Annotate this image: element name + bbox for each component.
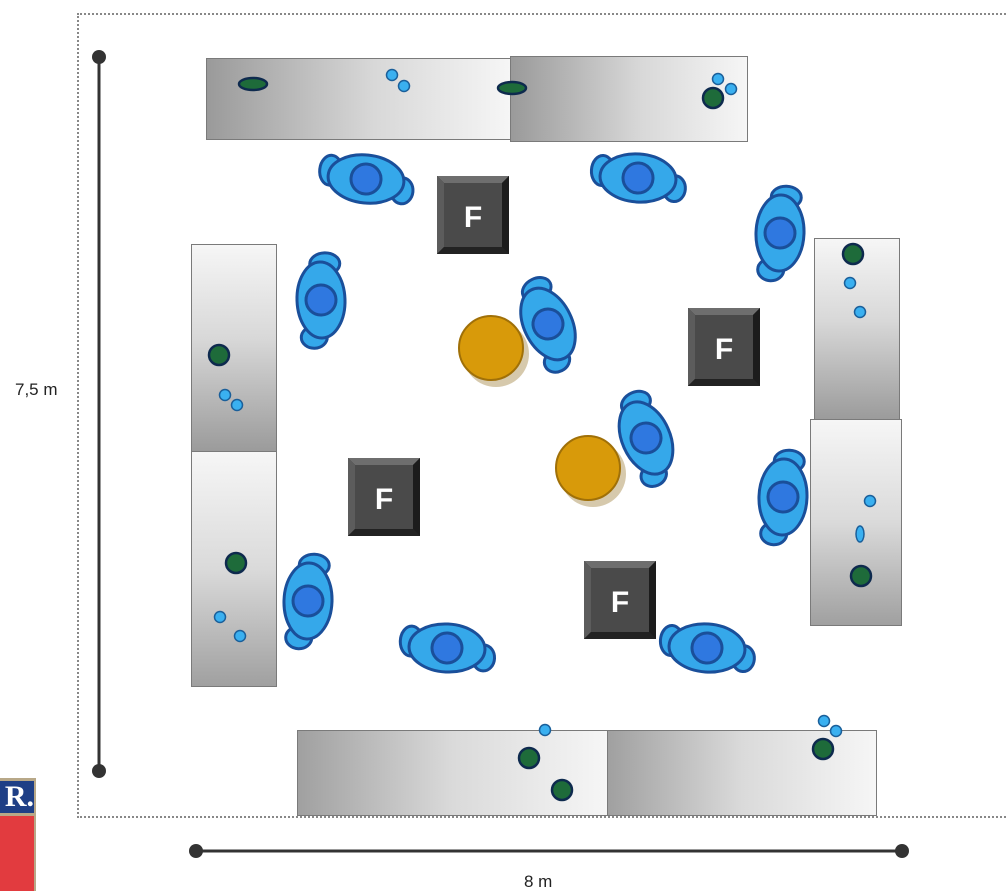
light-dot (863, 494, 877, 508)
badge-text: R. (0, 781, 34, 813)
ferrite-label: F (611, 586, 629, 619)
bench-bottom-left (297, 730, 609, 816)
light-dots (213, 68, 877, 738)
dark-dot (841, 242, 865, 266)
badge-red-panel (0, 816, 34, 891)
seat-pair (315, 148, 418, 210)
height-dimension-line (92, 50, 106, 778)
light-dot (230, 398, 244, 412)
width-label: 8 m (524, 872, 553, 891)
light-dot (397, 79, 411, 93)
seat-pair (587, 149, 690, 207)
dark-dot (224, 551, 248, 575)
light-dot (218, 388, 232, 402)
corner-badge: R. (0, 778, 36, 891)
seat-pair (656, 619, 759, 677)
dark-dot (811, 737, 835, 761)
dark-dot (849, 564, 873, 588)
seat-pair (280, 551, 336, 652)
dark-dot (207, 343, 231, 367)
ferrite-label: F (464, 201, 482, 234)
dark-dot (701, 86, 725, 110)
light-dot (853, 305, 867, 319)
ferrite-box-3: F (348, 458, 420, 536)
dark-ellipse (237, 76, 269, 92)
ferrite-label: F (375, 483, 393, 516)
seat-pair (752, 183, 808, 284)
light-dot (855, 525, 865, 543)
room-boundary (77, 13, 1007, 818)
light-dot (711, 72, 725, 86)
ferrite-label: F (715, 333, 733, 366)
round-table-1 (458, 315, 529, 387)
dark-ellipses (237, 76, 528, 96)
ferrite-box-1: F (437, 176, 509, 254)
dark-dot (550, 778, 574, 802)
ferrite-box-2: F (688, 308, 760, 386)
dark-ellipse (496, 80, 528, 96)
height-label: 7,5 m (15, 380, 58, 399)
light-dot (724, 82, 738, 96)
seat-pair (397, 620, 498, 676)
width-dimension-line (189, 844, 909, 858)
ferrite-box-4: F (584, 561, 656, 639)
seat-pair (293, 250, 349, 351)
bench-right-lower (810, 419, 902, 626)
light-dot (385, 68, 399, 82)
bench-right-upper (814, 238, 900, 422)
light-dot (843, 276, 857, 290)
light-dot (213, 610, 227, 624)
light-dot (829, 724, 843, 738)
light-dot (538, 723, 552, 737)
light-dot (233, 629, 247, 643)
dark-dot (517, 746, 541, 770)
bench-top-left (206, 58, 512, 140)
round-table-2 (555, 435, 626, 507)
dark-dots (207, 86, 873, 802)
light-dot (817, 714, 831, 728)
seat-pair (755, 447, 811, 548)
